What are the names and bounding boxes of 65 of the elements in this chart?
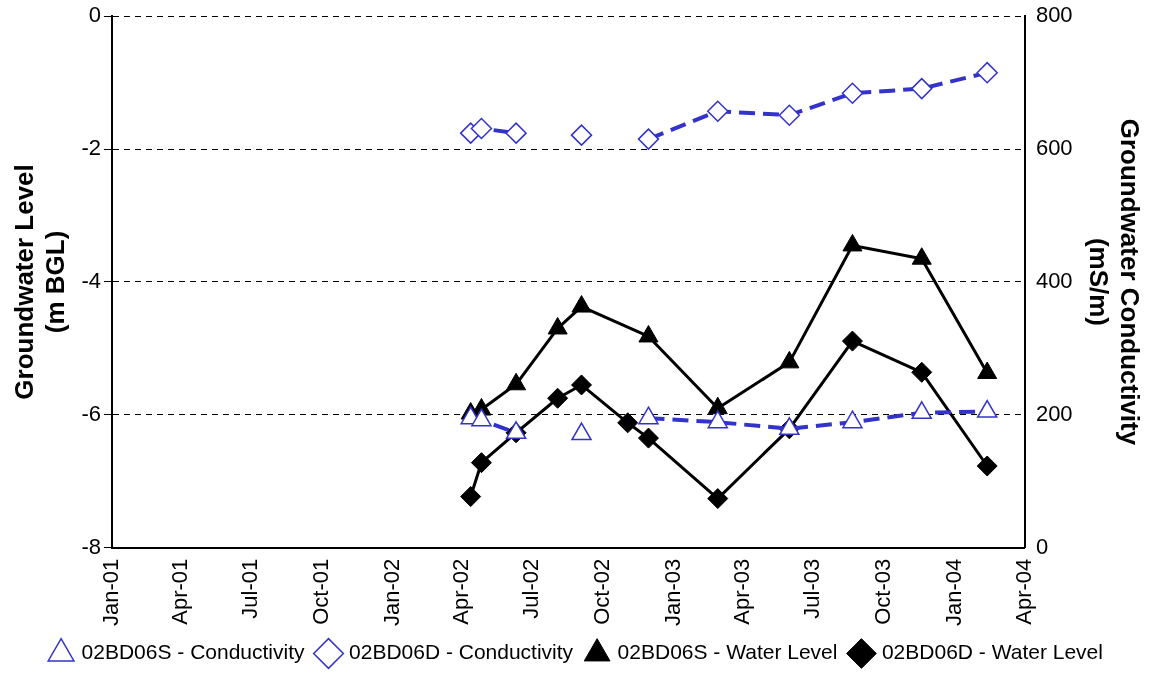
point bbox=[707, 396, 728, 415]
point bbox=[570, 124, 593, 146]
y-tick-label: -2 bbox=[81, 135, 101, 161]
x-tick-label: Jan-01 bbox=[98, 558, 124, 627]
point bbox=[505, 122, 527, 144]
point bbox=[976, 399, 998, 418]
y-tick-label: -6 bbox=[81, 400, 101, 426]
point bbox=[506, 372, 527, 391]
x-tick-label: Apr-03 bbox=[729, 558, 755, 625]
point bbox=[841, 330, 863, 352]
point bbox=[707, 100, 729, 122]
point bbox=[547, 387, 569, 409]
x-tick-label: Oct-01 bbox=[308, 558, 334, 625]
point bbox=[707, 488, 729, 510]
y-tick-label: -4 bbox=[81, 268, 101, 294]
x-tick-label: Apr-01 bbox=[167, 558, 193, 625]
point bbox=[470, 452, 492, 474]
point bbox=[707, 410, 729, 429]
y2-axis-title: Groundwater Conductivity (mS/m) bbox=[1084, 118, 1146, 446]
x-tick-label: Jul-02 bbox=[518, 558, 544, 619]
y2-tick-label: 0 bbox=[1035, 533, 1049, 559]
point bbox=[911, 361, 933, 383]
y-tick-label: 0 bbox=[88, 2, 101, 28]
x-tick-label: Oct-02 bbox=[589, 558, 615, 625]
legend-label: 02BD06S - Conductivity bbox=[81, 640, 306, 664]
point bbox=[471, 408, 492, 427]
legend-label: 02BD06D - Water Level bbox=[881, 640, 1103, 664]
point bbox=[842, 233, 863, 252]
point bbox=[470, 117, 493, 140]
y2-tick-label: 800 bbox=[1035, 2, 1073, 28]
point bbox=[841, 82, 864, 105]
point bbox=[911, 247, 932, 265]
point bbox=[460, 486, 482, 508]
x-tick-label: Oct-03 bbox=[870, 558, 896, 625]
point bbox=[617, 412, 639, 434]
point bbox=[547, 316, 568, 335]
x-tick-label: Apr-02 bbox=[448, 558, 474, 625]
y2-tick-label: 600 bbox=[1035, 135, 1073, 161]
x-tick-label: Apr-04 bbox=[1010, 558, 1036, 625]
x-tick-label: Jan-02 bbox=[378, 558, 404, 627]
point bbox=[637, 128, 660, 150]
x-tick-label: Jan-03 bbox=[659, 558, 685, 627]
legend-label: 02BD06S - Water Level bbox=[617, 640, 838, 664]
point bbox=[638, 324, 659, 343]
point bbox=[638, 406, 659, 425]
legend-label: 02BD06D - Conductivity bbox=[349, 640, 574, 664]
y-tick-label: -8 bbox=[81, 533, 101, 559]
y2-tick-label: 200 bbox=[1035, 400, 1073, 426]
x-tick-label: Jul-03 bbox=[799, 558, 825, 619]
point bbox=[842, 410, 863, 429]
point bbox=[976, 61, 998, 84]
y2-tick-label: 400 bbox=[1035, 268, 1073, 294]
point bbox=[571, 374, 593, 396]
point bbox=[637, 427, 659, 449]
point bbox=[779, 350, 800, 369]
point bbox=[911, 401, 933, 420]
point bbox=[977, 361, 998, 379]
x-tick-label: Jan-04 bbox=[940, 558, 966, 627]
point bbox=[571, 295, 592, 313]
point bbox=[976, 455, 998, 477]
point bbox=[911, 77, 933, 100]
point bbox=[571, 422, 592, 441]
point bbox=[778, 104, 801, 126]
y-axis-title: Groundwater Level (m BGL) bbox=[8, 164, 70, 400]
x-tick-label: Jul-01 bbox=[237, 558, 263, 619]
